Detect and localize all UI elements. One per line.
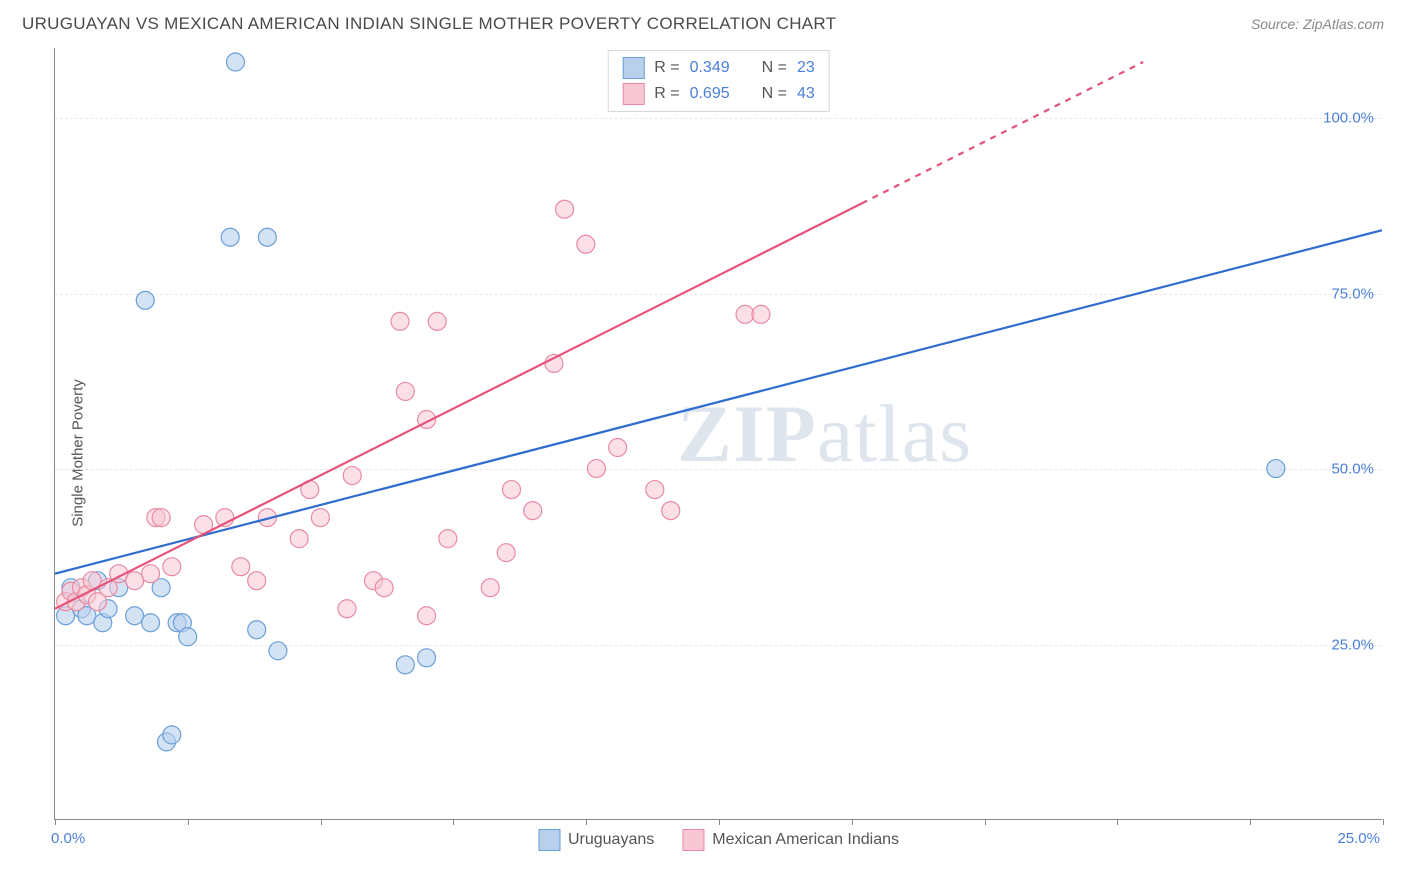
legend-series-item: Mexican American Indians	[682, 829, 899, 851]
x-tick-label-first: 0.0%	[51, 830, 85, 847]
data-point	[428, 312, 446, 330]
legend-n-label: N =	[762, 59, 787, 77]
plot-area: ZIPatlas 25.0%50.0%75.0%100.0% R =0.349N…	[54, 48, 1382, 820]
legend-series-item: Uruguayans	[538, 829, 654, 851]
legend-n-label: N =	[762, 85, 787, 103]
data-point	[556, 200, 574, 218]
data-point	[343, 467, 361, 485]
data-point	[248, 621, 266, 639]
data-point	[418, 607, 436, 625]
trend-line-extrapolated	[862, 62, 1143, 203]
data-point	[662, 502, 680, 520]
data-point	[232, 558, 250, 576]
data-point	[152, 509, 170, 527]
data-point	[418, 649, 436, 667]
data-point	[221, 228, 239, 246]
data-point	[126, 607, 144, 625]
data-point	[226, 53, 244, 71]
source-attribution: Source: ZipAtlas.com	[1251, 16, 1384, 32]
legend-correlation-row: R = 0.349 N = 23	[622, 55, 815, 81]
x-tick	[188, 819, 189, 825]
chart-container: Single Mother Poverty ZIPatlas 25.0%50.0…	[48, 48, 1388, 858]
legend-series-label: Uruguayans	[568, 831, 654, 849]
data-point	[142, 565, 160, 583]
data-point	[290, 530, 308, 548]
data-point	[163, 558, 181, 576]
legend-swatch	[682, 829, 704, 851]
legend-r-label: R =	[654, 85, 679, 103]
data-point	[391, 312, 409, 330]
x-tick	[719, 819, 720, 825]
x-tick	[1250, 819, 1251, 825]
data-point	[375, 579, 393, 597]
data-point	[396, 382, 414, 400]
data-point	[609, 439, 627, 457]
x-tick	[852, 819, 853, 825]
data-point	[136, 291, 154, 309]
data-point	[439, 530, 457, 548]
x-tick	[985, 819, 986, 825]
data-point	[524, 502, 542, 520]
legend-r-value: 0.695	[690, 85, 730, 103]
legend-swatch	[622, 83, 644, 105]
legend-r-value: 0.349	[690, 59, 730, 77]
legend-n-value: 23	[797, 59, 815, 77]
chart-title: URUGUAYAN VS MEXICAN AMERICAN INDIAN SIN…	[22, 14, 836, 34]
trend-line	[55, 203, 862, 608]
data-point	[126, 572, 144, 590]
data-point	[179, 628, 197, 646]
data-point	[396, 656, 414, 674]
scatter-svg	[55, 48, 1382, 819]
data-point	[269, 642, 287, 660]
data-point	[311, 509, 329, 527]
legend-swatch	[622, 57, 644, 79]
legend-n-value: 43	[797, 85, 815, 103]
legend-swatch	[538, 829, 560, 851]
data-point	[338, 600, 356, 618]
x-tick	[586, 819, 587, 825]
legend-correlation-row: R = 0.695 N = 43	[622, 81, 815, 107]
legend-series-label: Mexican American Indians	[712, 831, 899, 849]
trend-line	[55, 230, 1382, 573]
x-tick	[1117, 819, 1118, 825]
data-point	[736, 305, 754, 323]
data-point	[258, 228, 276, 246]
x-tick-label-last: 25.0%	[1337, 830, 1380, 847]
legend-series: Uruguayans Mexican American Indians	[538, 829, 899, 851]
data-point	[163, 726, 181, 744]
data-point	[646, 481, 664, 499]
x-tick	[453, 819, 454, 825]
data-point	[142, 614, 160, 632]
data-point	[752, 305, 770, 323]
legend-r-label: R =	[654, 59, 679, 77]
x-tick	[321, 819, 322, 825]
x-tick	[55, 819, 56, 825]
legend-correlation: R = 0.349 N = 23 R = 0.695 N = 43	[607, 50, 830, 112]
data-point	[502, 481, 520, 499]
data-point	[577, 235, 595, 253]
data-point	[481, 579, 499, 597]
data-point	[497, 544, 515, 562]
data-point	[1267, 460, 1285, 478]
data-point	[248, 572, 266, 590]
data-point	[587, 460, 605, 478]
x-tick	[1383, 819, 1384, 825]
